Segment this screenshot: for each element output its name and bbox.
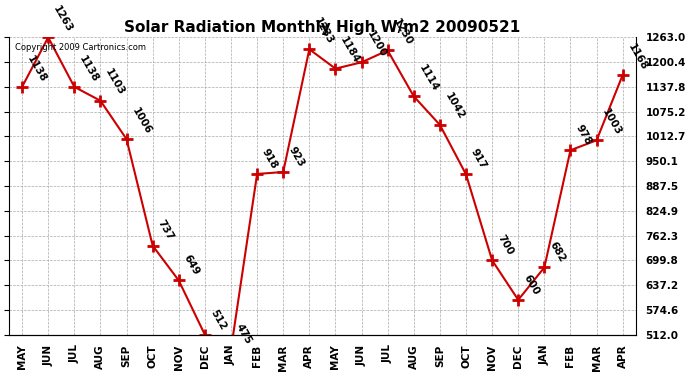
Text: 649: 649 [182,254,201,278]
Text: 978: 978 [573,123,593,147]
Text: 1230: 1230 [391,17,414,47]
Text: 1003: 1003 [600,107,623,137]
Text: 1168: 1168 [626,42,649,72]
Title: Solar Radiation Monthly High W/m2 20090521: Solar Radiation Monthly High W/m2 200905… [124,20,520,35]
Text: 1103: 1103 [104,68,127,98]
Text: 1200: 1200 [365,29,388,59]
Text: 682: 682 [547,240,567,264]
Text: 1138: 1138 [77,54,101,84]
Text: 1263: 1263 [51,4,75,34]
Text: 700: 700 [495,233,515,257]
Text: 475: 475 [234,322,254,346]
Text: 917: 917 [469,147,489,171]
Text: 512: 512 [208,308,228,332]
Text: 1233: 1233 [313,16,335,46]
Text: 1006: 1006 [130,106,152,136]
Text: 1114: 1114 [417,63,440,93]
Text: 600: 600 [522,273,541,297]
Text: 923: 923 [286,145,306,169]
Text: 1184: 1184 [339,35,362,66]
Text: Copyright 2009 Cartronics.com: Copyright 2009 Cartronics.com [15,43,146,52]
Text: 1042: 1042 [443,92,466,122]
Text: 918: 918 [260,147,279,171]
Text: 1138: 1138 [26,54,48,84]
Text: 737: 737 [156,218,175,243]
